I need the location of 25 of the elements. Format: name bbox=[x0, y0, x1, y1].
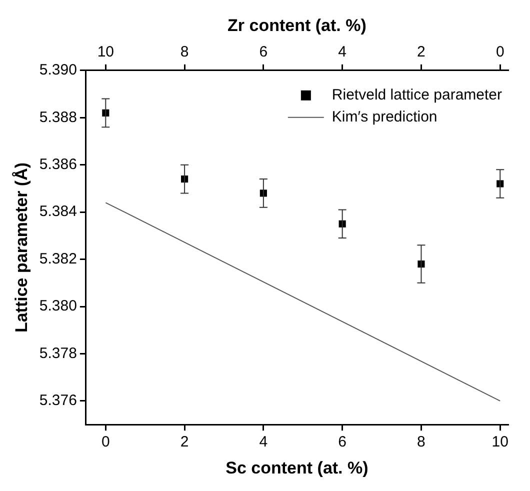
x-tick-label: 0 bbox=[101, 434, 110, 451]
x2-tick-label: 0 bbox=[496, 44, 504, 61]
y-axis-title: Lattice parameter (Å) bbox=[12, 162, 31, 333]
y-tick-label: 5.376 bbox=[39, 392, 77, 410]
y-tick-label: 5.384 bbox=[39, 203, 77, 220]
legend-label: Kim′s prediction bbox=[332, 108, 438, 126]
x2-tick-label: 10 bbox=[97, 44, 114, 61]
y-tick-label: 5.378 bbox=[39, 344, 77, 362]
x2-tick-label: 6 bbox=[259, 44, 268, 61]
x2-tick-label: 2 bbox=[417, 44, 426, 61]
x2-tick-label: 4 bbox=[338, 44, 346, 61]
y-tick-label: 5.390 bbox=[39, 62, 77, 79]
x-tick-label: 4 bbox=[259, 434, 268, 451]
x2-axis-title: Zr content (at. %) bbox=[228, 16, 366, 35]
y-tick-label: 5.382 bbox=[39, 250, 77, 268]
x-tick-label: 6 bbox=[338, 434, 346, 451]
y-tick-label: 5.380 bbox=[39, 298, 77, 315]
x-tick-label: 8 bbox=[417, 434, 426, 451]
y-tick-label: 5.388 bbox=[39, 108, 77, 126]
x-tick-label: 10 bbox=[492, 434, 508, 451]
y-tick-label: 5.386 bbox=[39, 156, 77, 173]
x2-tick-label: 8 bbox=[180, 44, 189, 61]
x-tick-label: 2 bbox=[180, 434, 189, 451]
legend-label: Rietveld lattice parameter bbox=[332, 86, 502, 104]
x-axis-title: Sc content (at. %) bbox=[226, 458, 368, 478]
